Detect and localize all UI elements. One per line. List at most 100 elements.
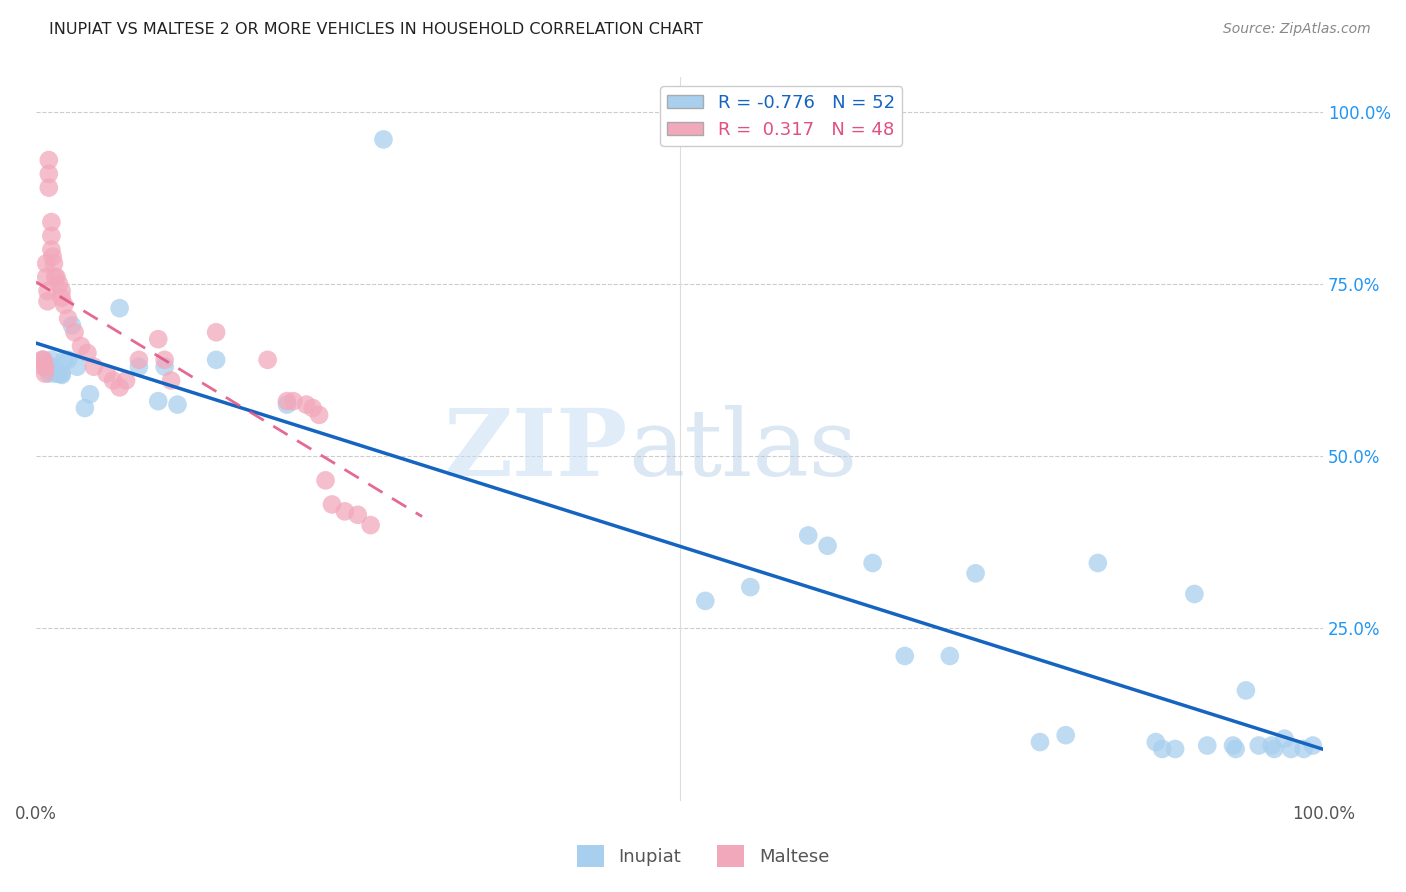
- Point: [53, 352, 76, 367]
- Point: [73, 401, 96, 415]
- Point: [205, 326, 228, 340]
- Point: [153, 352, 176, 367]
- Point: [66, 359, 89, 374]
- Point: [205, 352, 228, 367]
- Point: [115, 374, 138, 388]
- Point: [51, 367, 73, 381]
- Point: [51, 368, 73, 382]
- Point: [79, 387, 101, 401]
- Point: [166, 398, 188, 412]
- Point: [373, 132, 395, 146]
- Point: [38, 367, 60, 381]
- Point: [1225, 742, 1247, 756]
- Point: [797, 528, 820, 542]
- Point: [862, 556, 884, 570]
- Point: [1279, 742, 1302, 756]
- Point: [108, 380, 131, 394]
- Point: [295, 398, 318, 412]
- Legend: Inupiat, Maltese: Inupiat, Maltese: [569, 838, 837, 874]
- Point: [1144, 735, 1167, 749]
- Point: [276, 394, 298, 409]
- Point: [35, 256, 58, 270]
- Point: [96, 367, 118, 381]
- Point: [41, 243, 63, 257]
- Point: [283, 394, 305, 409]
- Point: [38, 153, 60, 167]
- Point: [148, 332, 170, 346]
- Point: [360, 518, 382, 533]
- Point: [53, 298, 76, 312]
- Point: [63, 326, 86, 340]
- Point: [301, 401, 323, 415]
- Point: [51, 284, 73, 298]
- Point: [41, 250, 63, 264]
- Point: [70, 339, 93, 353]
- Point: [38, 167, 60, 181]
- Point: [333, 504, 356, 518]
- Point: [1292, 742, 1315, 756]
- Point: [108, 301, 131, 315]
- Point: [148, 394, 170, 409]
- Point: [965, 566, 987, 581]
- Point: [37, 284, 59, 298]
- Point: [128, 352, 150, 367]
- Point: [32, 359, 55, 374]
- Point: [695, 594, 717, 608]
- Point: [1234, 683, 1257, 698]
- Point: [56, 352, 79, 367]
- Point: [308, 408, 330, 422]
- Point: [83, 359, 105, 374]
- Point: [45, 270, 67, 285]
- Point: [44, 270, 66, 285]
- Point: [1263, 742, 1285, 756]
- Point: [321, 498, 343, 512]
- Point: [1302, 739, 1324, 753]
- Point: [76, 346, 98, 360]
- Point: [346, 508, 368, 522]
- Point: [44, 363, 66, 377]
- Point: [1197, 739, 1219, 753]
- Point: [1184, 587, 1206, 601]
- Point: [1087, 556, 1109, 570]
- Point: [740, 580, 762, 594]
- Point: [51, 291, 73, 305]
- Point: [1260, 739, 1282, 753]
- Point: [41, 359, 63, 374]
- Point: [60, 318, 83, 333]
- Point: [160, 374, 183, 388]
- Point: [101, 374, 124, 388]
- Legend: R = -0.776   N = 52, R =  0.317   N = 48: R = -0.776 N = 52, R = 0.317 N = 48: [659, 87, 903, 146]
- Point: [48, 277, 70, 291]
- Point: [817, 539, 839, 553]
- Point: [41, 215, 63, 229]
- Point: [44, 367, 66, 381]
- Point: [48, 367, 70, 381]
- Point: [31, 352, 53, 367]
- Point: [1054, 728, 1077, 742]
- Point: [34, 359, 56, 374]
- Point: [1247, 739, 1270, 753]
- Point: [34, 367, 56, 381]
- Point: [35, 270, 58, 285]
- Text: ZIP: ZIP: [444, 405, 628, 495]
- Point: [42, 256, 65, 270]
- Point: [894, 648, 917, 663]
- Point: [38, 359, 60, 374]
- Point: [1222, 739, 1244, 753]
- Point: [1029, 735, 1052, 749]
- Point: [939, 648, 962, 663]
- Point: [31, 352, 53, 367]
- Point: [35, 359, 58, 374]
- Point: [1152, 742, 1174, 756]
- Point: [128, 359, 150, 374]
- Point: [41, 352, 63, 367]
- Text: INUPIAT VS MALTESE 2 OR MORE VEHICLES IN HOUSEHOLD CORRELATION CHART: INUPIAT VS MALTESE 2 OR MORE VEHICLES IN…: [49, 22, 703, 37]
- Point: [276, 398, 298, 412]
- Point: [32, 352, 55, 367]
- Text: atlas: atlas: [628, 405, 858, 495]
- Point: [56, 311, 79, 326]
- Point: [37, 294, 59, 309]
- Point: [38, 180, 60, 194]
- Point: [315, 474, 337, 488]
- Point: [41, 228, 63, 243]
